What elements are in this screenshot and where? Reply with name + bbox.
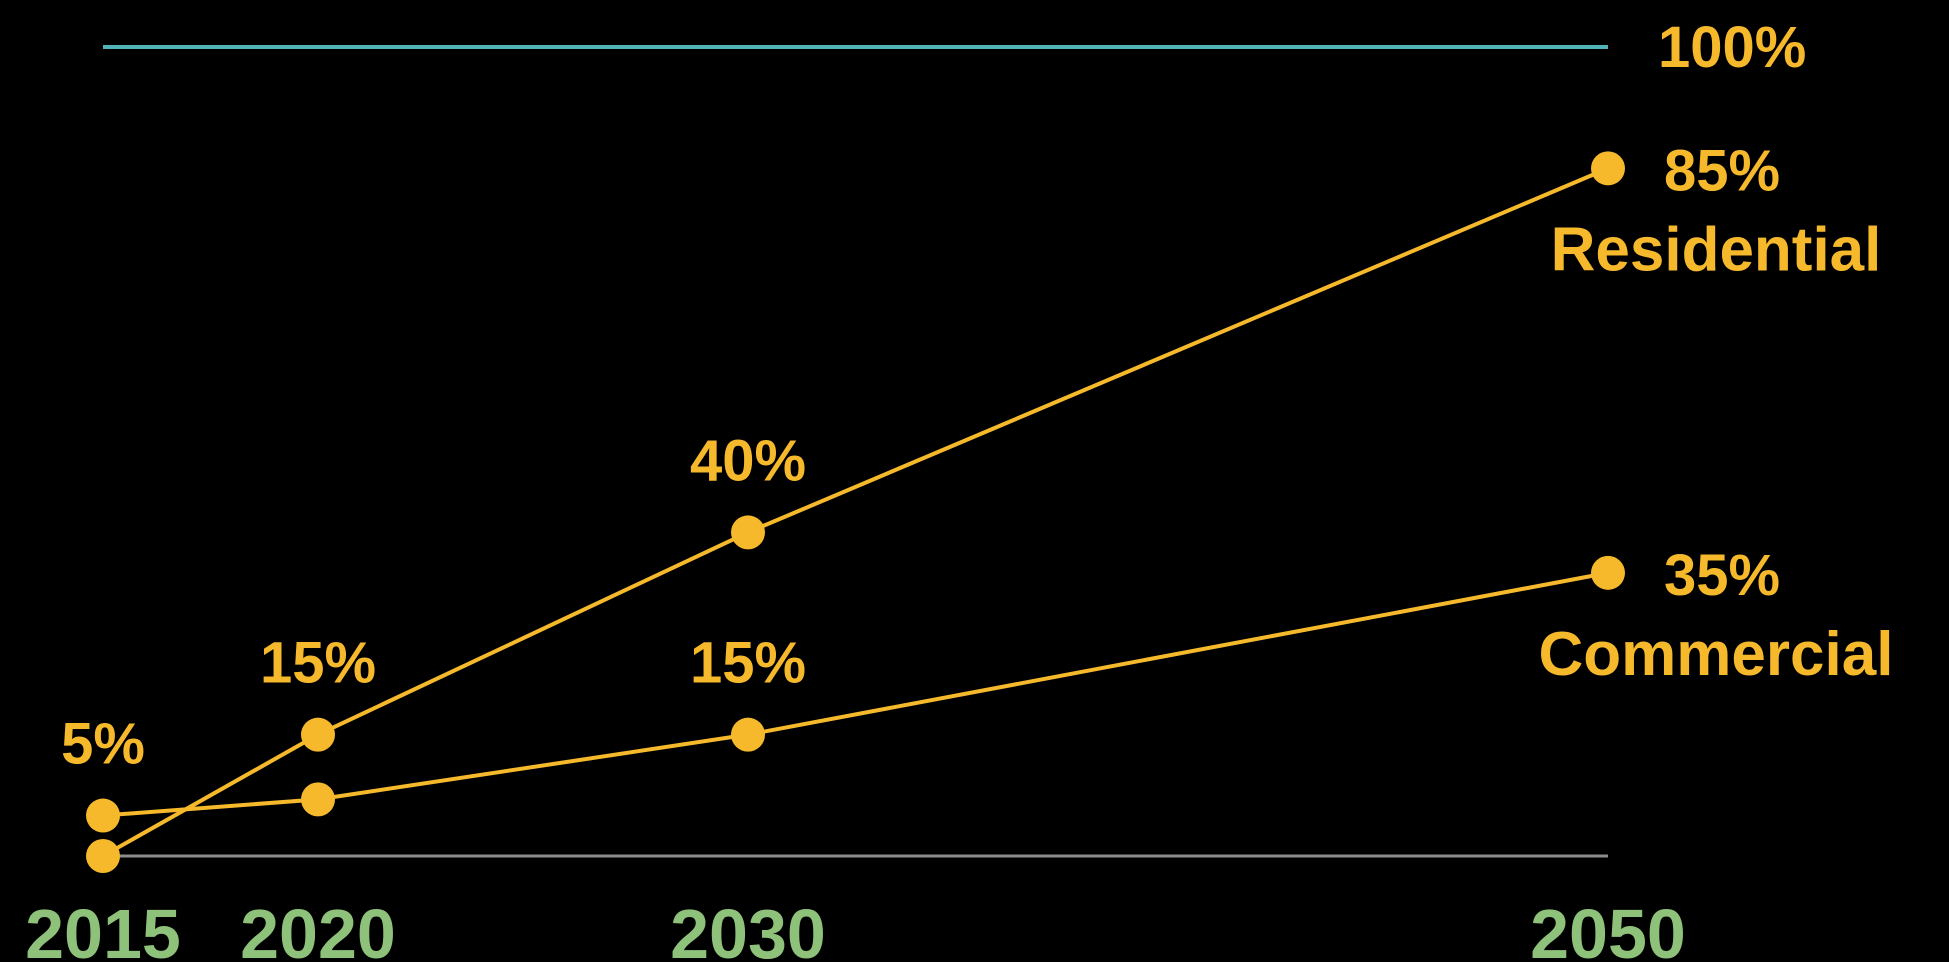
series-line-commercial xyxy=(102,570,1609,818)
series-points xyxy=(86,151,1625,873)
point-commercial-2050 xyxy=(1591,555,1625,590)
series-name-commercial: Commercial xyxy=(1539,620,1894,689)
data-label-commercial-2050: 35% xyxy=(1664,543,1780,608)
series-line-residential xyxy=(102,166,1609,858)
data-label-residential-2050: 85% xyxy=(1664,138,1780,203)
x-tick-2030: 2030 xyxy=(670,895,826,962)
data-label-residential-2020: 15% xyxy=(260,631,376,696)
point-commercial-2020 xyxy=(301,782,335,817)
x-tick-2015: 2015 xyxy=(25,895,181,962)
data-label-residential-2030: 40% xyxy=(690,428,806,493)
reference-line-label: 100% xyxy=(1658,15,1806,80)
series-name-residential: Residential xyxy=(1551,215,1882,284)
point-residential-2020 xyxy=(301,717,335,752)
x-axis-ticks: 2015 2020 2030 2050 xyxy=(25,895,1686,962)
series-lines xyxy=(102,166,1609,858)
point-residential-2030 xyxy=(731,515,765,550)
point-commercial-2015 xyxy=(86,798,120,833)
data-label-commercial-2030: 15% xyxy=(690,631,806,696)
data-label-commercial-2015: 5% xyxy=(61,712,145,777)
point-residential-2050 xyxy=(1591,151,1625,186)
point-residential-2015 xyxy=(86,839,120,873)
x-tick-2050: 2050 xyxy=(1530,895,1686,962)
data-labels: 15% 40% 85% Residential 5% 15% 35% Commercial xyxy=(61,138,1893,776)
reference-line-group: 100% xyxy=(103,15,1806,80)
x-tick-2020: 2020 xyxy=(240,895,396,962)
point-commercial-2030 xyxy=(731,717,765,752)
